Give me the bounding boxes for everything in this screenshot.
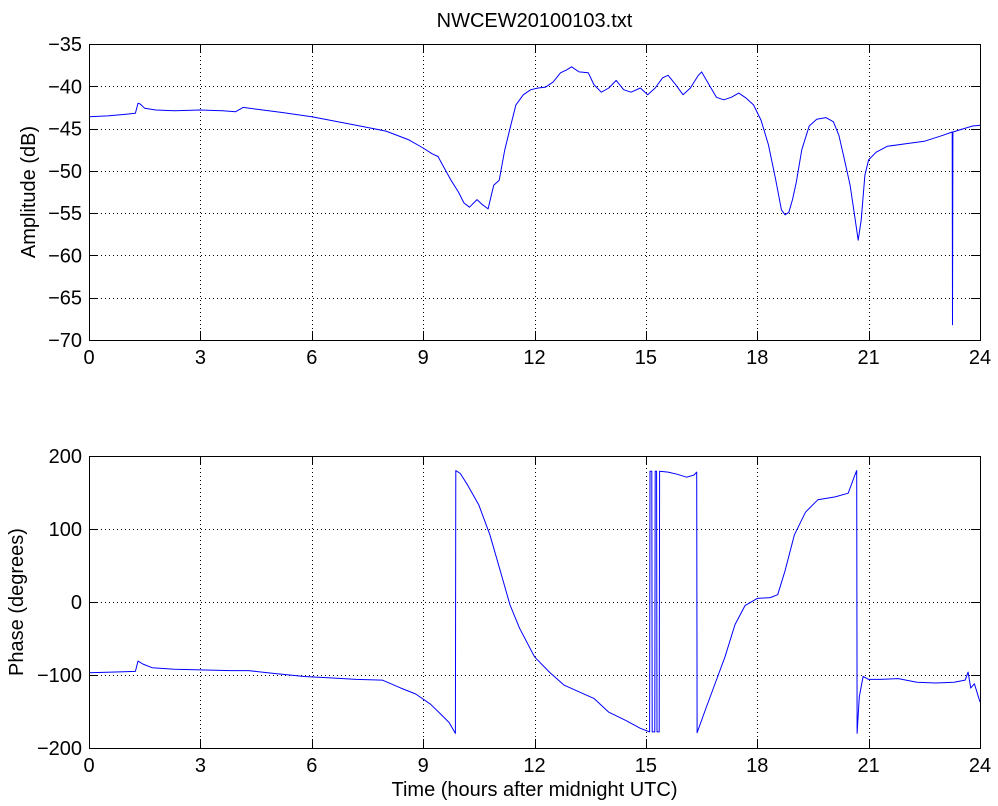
amplitude-y-tick-label: −55 [48, 203, 82, 225]
amplitude-y-tick-label: −60 [48, 245, 82, 267]
amplitude-x-tick-label: 9 [418, 347, 429, 369]
amplitude-y-tick-label: −65 [48, 288, 82, 310]
phase-y-tick-label: 200 [49, 446, 82, 468]
phase-x-tick-label: 24 [969, 755, 991, 777]
phase-x-tick-label: 21 [858, 755, 880, 777]
amplitude-series-line [88, 66, 981, 326]
phase-grid [89, 456, 980, 748]
amplitude-x-tick-label: 0 [83, 347, 94, 369]
amplitude-y-tick-label: −70 [48, 330, 82, 352]
amplitude-x-tick-label: 18 [746, 347, 768, 369]
amplitude-subplot: 0 3 6 9 12 15 18 21 24 −70 −65 −60 −55 −50 −45 −40 −35 [48, 34, 991, 369]
phase-subplot: 0 3 6 9 12 15 18 21 24 −200 −100 0 100 200 [37, 446, 991, 777]
amplitude-grid [89, 44, 980, 340]
phase-y-tick-label: −100 [37, 665, 82, 687]
amplitude-y-tick-label: −50 [48, 161, 82, 183]
phase-y-tick-label: 100 [49, 519, 82, 541]
amplitude-y-tick-label: −35 [48, 34, 82, 56]
phase-x-tick-label: 0 [83, 755, 94, 777]
phase-x-tick-label: 18 [746, 755, 768, 777]
phase-plot-area [89, 456, 980, 748]
amplitude-x-tick-label: 12 [523, 347, 545, 369]
phase-x-tick-label: 3 [195, 755, 206, 777]
amplitude-y-tick-label: −45 [48, 119, 82, 141]
amplitude-axis-label: Amplitude (dB) [18, 126, 40, 258]
amplitude-y-tick-label: −40 [48, 76, 82, 98]
chart-title: NWCEW20100103.txt [437, 10, 633, 32]
time-axis-label: Time (hours after midnight UTC) [392, 779, 678, 801]
phase-x-tick-label: 12 [523, 755, 545, 777]
amplitude-x-tick-label: 3 [195, 347, 206, 369]
amplitude-axes-box [89, 44, 981, 341]
amplitude-x-tick-label: 24 [969, 347, 991, 369]
phase-x-tick-label: 6 [306, 755, 317, 777]
phase-axis-label: Phase (degrees) [6, 528, 28, 676]
amplitude-x-tick-label: 6 [306, 347, 317, 369]
phase-axes-box [89, 456, 981, 749]
phase-y-tick-label: 0 [71, 592, 82, 614]
phase-series-line [88, 470, 981, 734]
phase-x-tick-label: 9 [418, 755, 429, 777]
amplitude-x-tick-label: 15 [635, 347, 657, 369]
phase-x-tick-label: 15 [635, 755, 657, 777]
phase-y-tick-label: −200 [37, 738, 82, 760]
amplitude-x-tick-label: 21 [858, 347, 880, 369]
amplitude-plot-area [89, 44, 980, 340]
